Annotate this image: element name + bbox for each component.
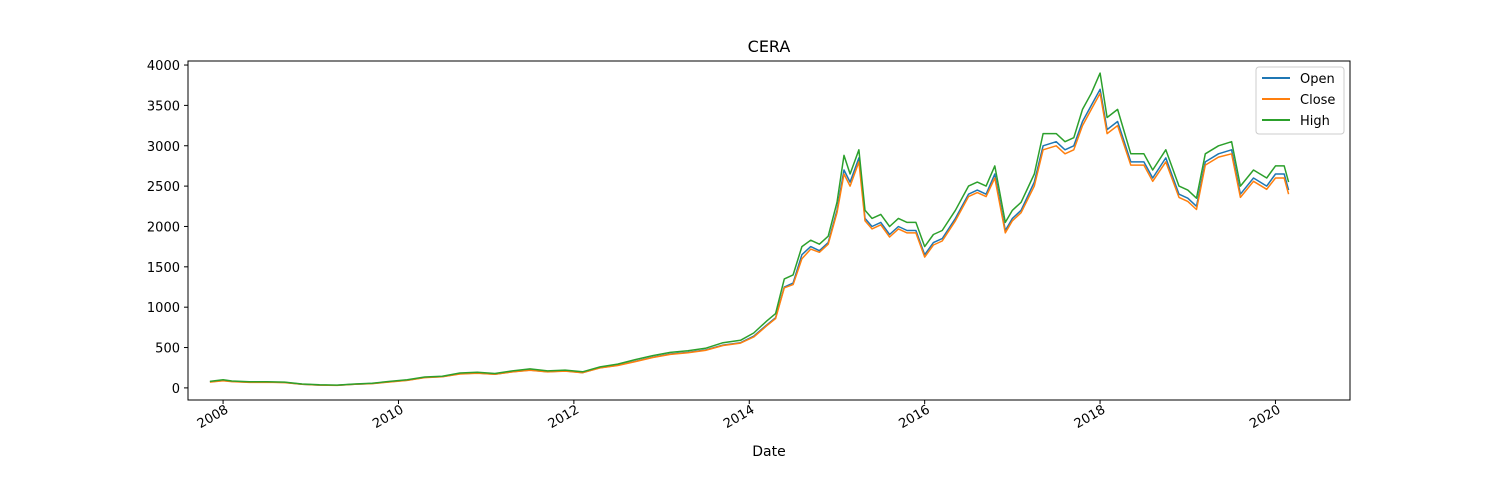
x-tick-label: 2016 (897, 402, 933, 432)
y-tick-label: 2000 (147, 220, 180, 235)
y-tick-label: 1500 (147, 261, 180, 276)
legend-label-high: High (1300, 114, 1330, 129)
x-axis-label: Date (752, 444, 785, 460)
plot-area (187, 60, 1351, 401)
x-tick-label: 2018 (1072, 402, 1108, 432)
legend-box (1255, 66, 1345, 135)
series-line-close (209, 92, 1290, 387)
x-tick-label: 2008 (195, 402, 231, 432)
x-tick-label: 2010 (370, 402, 406, 432)
y-tick-label: 3500 (147, 99, 180, 114)
x-tick-label: 2020 (1247, 402, 1283, 432)
series-line-open (209, 88, 1290, 387)
y-tick-label: 4000 (147, 59, 180, 74)
legend: Open Close High (1255, 66, 1345, 135)
y-tick-label: 2500 (147, 180, 180, 195)
series-layer (209, 72, 1290, 387)
x-axis: 2008 2010 2012 2014 2016 2018 2020 (195, 400, 1283, 432)
series-line-high (209, 72, 1290, 386)
y-tick-label: 3000 (147, 140, 180, 155)
legend-label-close: Close (1300, 93, 1335, 108)
x-tick-label: 2012 (546, 402, 582, 432)
y-tick-label: 1000 (147, 301, 180, 316)
legend-label-open: Open (1300, 72, 1335, 87)
chart-title: CERA (748, 37, 791, 56)
y-tick-label: 0 (172, 382, 180, 397)
x-tick-label: 2014 (721, 402, 757, 432)
y-axis: 0 500 1000 1500 2000 2500 3000 3500 4000 (147, 59, 188, 397)
y-tick-label: 500 (155, 342, 180, 357)
